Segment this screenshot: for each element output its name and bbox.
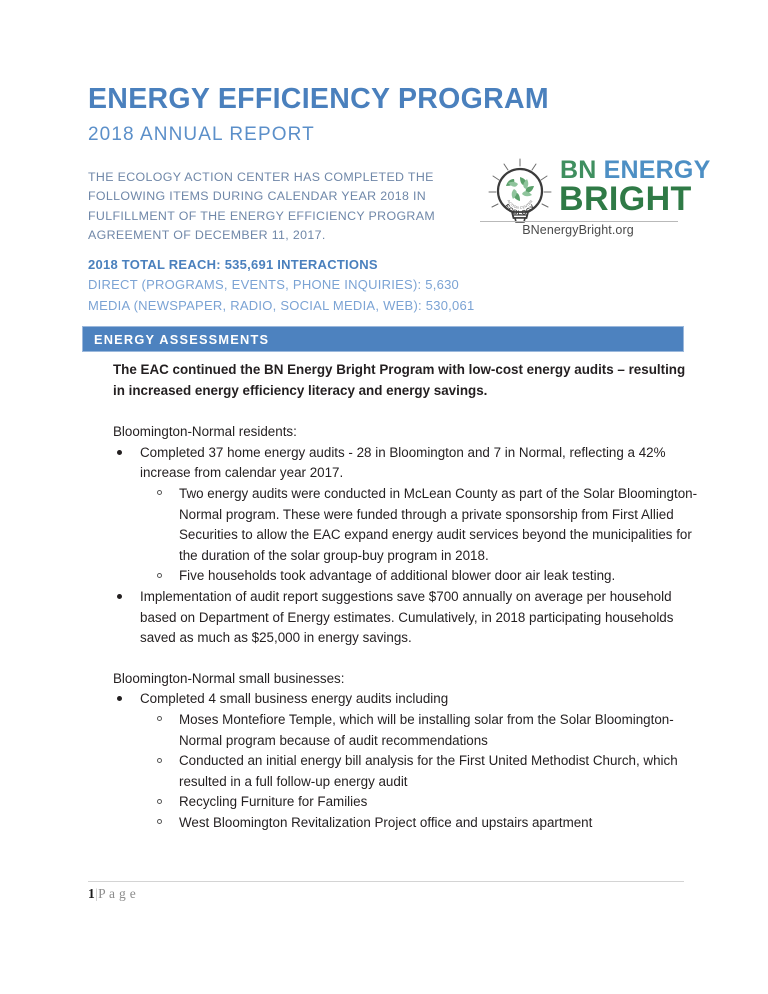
list-item: Five households took advantage of additi… [156, 566, 709, 587]
intro-paragraph: THE ECOLOGY ACTION CENTER HAS COMPLETED … [88, 168, 443, 245]
list-item: Recycling Furniture for Families [156, 792, 709, 813]
list-item: Completed 37 home energy audits - 28 in … [117, 443, 697, 587]
intro-line-4: AGREEMENT OF DECEMBER 11, 2017. [88, 227, 326, 242]
list-item-text: Completed 37 home energy audits - 28 in … [140, 444, 666, 481]
bullet-circle-icon [157, 716, 162, 722]
intro-line-1: THE ECOLOGY ACTION CENTER HAS COMPLETED … [88, 170, 434, 184]
total-reach-headline: 2018 TOTAL REACH: 535,691 INTERACTIONS [88, 257, 378, 272]
logo-url-text: BNenergyBright.org [522, 223, 634, 237]
list-item: Completed 4 small business energy audits… [117, 689, 688, 833]
section-lead-paragraph: The EAC continued the BN Energy Bright P… [113, 362, 686, 398]
bullet-circle-icon [157, 819, 162, 825]
bn-energy-bright-logo: ECOLOGY ACTION CENTER BN ENERGY BRIGHT B… [472, 151, 710, 243]
list-item-text: Implementation of audit report suggestio… [140, 588, 674, 646]
list-item-text: West Bloomington Revitalization Project … [179, 814, 593, 830]
sub-bullet-list: Two energy audits were conducted in McLe… [140, 484, 697, 587]
bullet-circle-icon [157, 798, 162, 804]
bullet-dot-icon [117, 593, 122, 599]
logo-bn-text: BN [560, 156, 597, 184]
logo-energy-text: ENERGY [596, 156, 711, 184]
section-header-label: ENERGY ASSESSMENTS [94, 332, 270, 347]
bullet-circle-icon [157, 572, 162, 578]
list-item: Moses Montefiore Temple, which will be i… [156, 710, 709, 751]
footer-divider [88, 881, 684, 882]
footer-page-number: 1 [88, 886, 96, 901]
logo-wordmark-line1: BN ENERGY [560, 157, 710, 184]
list-item-text: Conducted an initial energy bill analysi… [179, 753, 678, 789]
intro-line-2: FOLLOWING ITEMS DURING CALENDAR YEAR 201… [88, 189, 427, 204]
residents-bullet-list: Completed 37 home energy audits - 28 in … [88, 443, 697, 649]
section-header-bar: ENERGY ASSESSMENTS [82, 326, 684, 352]
business-bullet-list: Completed 4 small business energy audits… [88, 689, 688, 833]
logo-divider [480, 221, 678, 222]
list-item: Implementation of audit report suggestio… [117, 587, 688, 649]
list-item: West Bloomington Revitalization Project … [156, 813, 709, 834]
page-subtitle: 2018 ANNUAL REPORT [88, 124, 315, 145]
footer-separator: | [95, 886, 99, 901]
reach-media-line: MEDIA (NEWSPAPER, RADIO, SOCIAL MEDIA, W… [88, 297, 475, 313]
residents-heading: Bloomington-Normal residents: [113, 424, 297, 440]
reach-direct-line: DIRECT (PROGRAMS, EVENTS, PHONE INQUIRIE… [88, 277, 460, 293]
page-title: ENERGY EFFICIENCY PROGRAM [88, 83, 549, 115]
lightbulb-ecology-icon: ECOLOGY ACTION CENTER [482, 155, 558, 231]
list-item-text: Recycling Furniture for Families [179, 794, 368, 810]
footer-page-label: P a g e [98, 886, 137, 901]
list-item: Conducted an initial energy bill analysi… [156, 751, 709, 792]
footer-page-indicator: 1|P a g e [88, 886, 136, 902]
section-body: The EAC continued the BN Energy Bright P… [88, 360, 697, 833]
list-item-text: Completed 4 small business energy audits… [140, 691, 449, 707]
spacer [88, 401, 688, 422]
list-item: Two energy audits were conducted in McLe… [156, 484, 709, 566]
list-item-text: Moses Montefiore Temple, which will be i… [179, 711, 674, 748]
spacer [88, 649, 688, 669]
logo-bright-text: BRIGHT [559, 180, 692, 218]
bullet-dot-icon [117, 449, 122, 455]
list-item-text: Two energy audits were conducted in McLe… [179, 485, 698, 563]
business-heading: Bloomington-Normal small businesses: [113, 670, 345, 686]
intro-line-3: FULFILLMENT OF THE ENERGY EFFICIENCY PRO… [88, 208, 436, 223]
bullet-circle-icon [157, 757, 162, 763]
total-reach-block: 2018 TOTAL REACH: 535,691 INTERACTIONS D… [88, 255, 608, 316]
list-item-text: Five households took advantage of additi… [179, 568, 616, 584]
sub-bullet-list: Moses Montefiore Temple, which will be i… [140, 710, 688, 834]
bullet-dot-icon [117, 696, 122, 702]
bullet-circle-icon [157, 490, 162, 496]
